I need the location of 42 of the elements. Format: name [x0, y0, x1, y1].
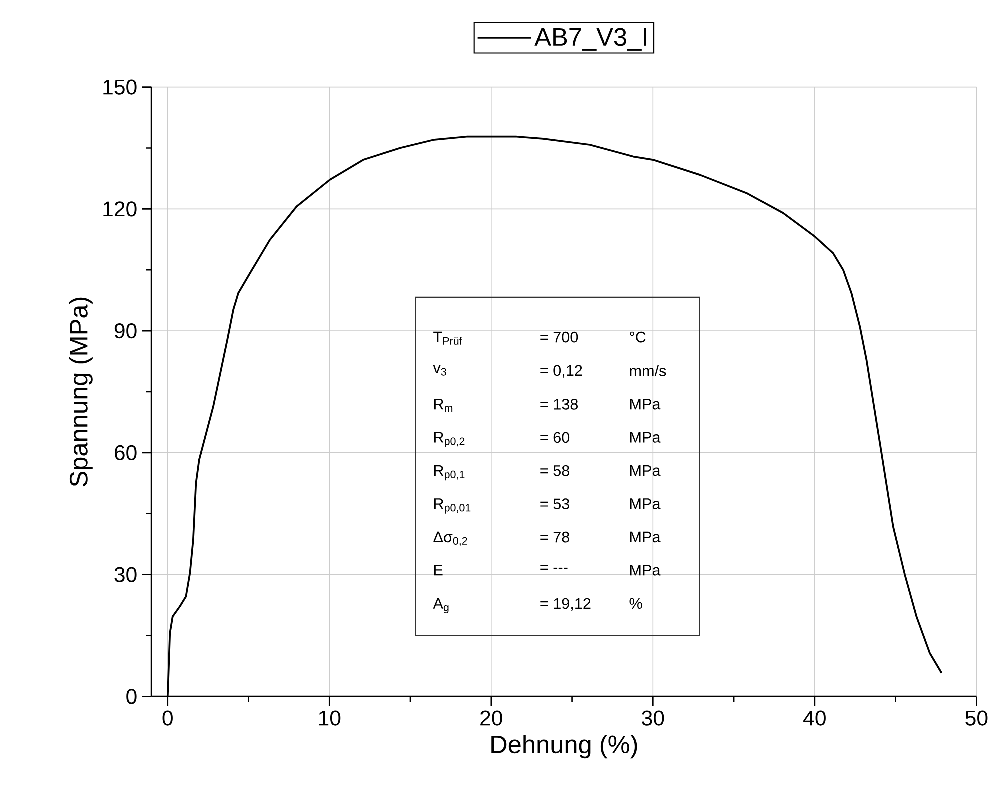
x-tick-label: 0 [162, 710, 173, 726]
annotation: v$_{3}$ [433, 365, 446, 376]
annotation: MPa [630, 399, 661, 410]
x-axis-title: Dehnung (%) [492, 735, 638, 759]
y-tick-label: 90 [114, 324, 137, 339]
annotation: R$_{p0,1}$ [434, 465, 465, 481]
annotation: = 53 [540, 498, 570, 510]
annotation: = 138 [540, 399, 578, 410]
annotation: R$_{m}$ [434, 399, 453, 412]
annotation: = 58 [540, 465, 570, 476]
annotation: A$_{g}$ [433, 598, 449, 614]
y-tick-label: 60 [115, 445, 137, 460]
annotation: % [630, 598, 642, 610]
annotation: T$_{Prüf}$ [434, 332, 462, 345]
annotation: MPa [630, 565, 661, 576]
annotation: = 60 [540, 432, 570, 444]
annotation: MPa [630, 465, 661, 476]
annotation: Δσ$_{0,2}$ [434, 532, 468, 546]
annotation: °C [630, 332, 646, 343]
annotation: MPa [630, 532, 661, 543]
annotation: R$_{p0,2}$ [434, 432, 465, 448]
y-tick-label: 120 [104, 202, 137, 217]
y-tick-label: 30 [114, 567, 137, 582]
y-tick-label: 0 [126, 689, 137, 704]
annotation: = 0,12 [540, 365, 582, 378]
annotation: E [434, 565, 443, 576]
y-tick-label: 150 [104, 80, 137, 95]
x-tick-label: 30 [642, 710, 664, 726]
annotation: = 78 [540, 532, 570, 543]
x-tick-label: 40 [804, 710, 826, 726]
x-tick-label: 20 [480, 710, 502, 726]
x-tick-label: 10 [319, 710, 341, 726]
annotation: R$_{p0,01}$ [434, 498, 471, 514]
legend-label: AB7_V3_I [534, 28, 646, 51]
annotation: mm/s [630, 365, 666, 376]
annotation: MPa [630, 432, 661, 443]
annotation: = --- [540, 565, 568, 570]
annotation: = 700 [540, 332, 578, 343]
x-tick-label: 50 [966, 710, 988, 726]
y-axis-title: Spannung (MPa) [69, 298, 93, 487]
annotation: MPa [630, 498, 661, 510]
annotation: = 19,12 [540, 598, 591, 611]
